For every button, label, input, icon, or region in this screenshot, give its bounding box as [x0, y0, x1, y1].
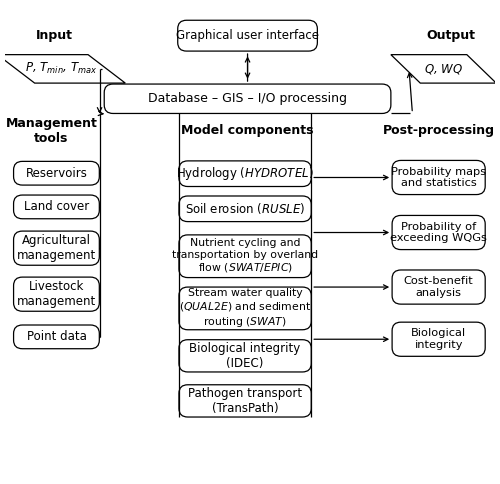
- FancyBboxPatch shape: [392, 215, 485, 250]
- Polygon shape: [391, 55, 496, 83]
- Text: Stream water quality
($QUAL2E$) and sediment
routing ($SWAT$): Stream water quality ($QUAL2E$) and sedi…: [179, 288, 311, 329]
- Text: Cost-benefit
analysis: Cost-benefit analysis: [404, 276, 473, 298]
- FancyBboxPatch shape: [14, 195, 100, 219]
- Text: Agricultural
management: Agricultural management: [17, 234, 96, 262]
- Text: Input: Input: [36, 29, 72, 42]
- FancyBboxPatch shape: [179, 196, 311, 222]
- FancyBboxPatch shape: [392, 270, 485, 304]
- FancyBboxPatch shape: [179, 385, 311, 417]
- FancyBboxPatch shape: [179, 340, 311, 372]
- Text: $Q$, $WQ$: $Q$, $WQ$: [424, 62, 463, 76]
- Text: Nutrient cycling and
transportation by overland
flow ($SWAT$/$EPIC$): Nutrient cycling and transportation by o…: [172, 238, 318, 274]
- Text: Land cover: Land cover: [24, 200, 89, 213]
- Text: Probability of
exceeding WQGs: Probability of exceeding WQGs: [390, 222, 487, 243]
- Text: Point data: Point data: [26, 331, 86, 343]
- Text: Probability maps
and statistics: Probability maps and statistics: [391, 166, 486, 188]
- Text: Output: Output: [426, 29, 476, 42]
- FancyBboxPatch shape: [179, 235, 311, 278]
- FancyBboxPatch shape: [14, 231, 100, 265]
- FancyBboxPatch shape: [179, 287, 311, 330]
- FancyBboxPatch shape: [392, 160, 485, 195]
- Polygon shape: [0, 55, 126, 83]
- Text: Reservoirs: Reservoirs: [26, 166, 88, 180]
- Text: Model components: Model components: [182, 124, 314, 137]
- Text: Livestock
management: Livestock management: [17, 280, 96, 308]
- FancyBboxPatch shape: [14, 277, 100, 311]
- Text: Database – GIS – I/O processing: Database – GIS – I/O processing: [148, 92, 347, 105]
- Text: Biological integrity
(IDEC): Biological integrity (IDEC): [190, 342, 300, 370]
- Text: $P$, $T_{min}$, $T_{max}$: $P$, $T_{min}$, $T_{max}$: [25, 61, 98, 76]
- Text: Biological
integrity: Biological integrity: [411, 329, 466, 350]
- FancyBboxPatch shape: [392, 322, 485, 356]
- FancyBboxPatch shape: [178, 20, 318, 51]
- FancyBboxPatch shape: [104, 84, 391, 113]
- FancyBboxPatch shape: [179, 161, 311, 186]
- Text: Graphical user interface: Graphical user interface: [176, 29, 319, 42]
- FancyBboxPatch shape: [14, 325, 100, 349]
- FancyBboxPatch shape: [14, 161, 100, 185]
- Text: Post-processing: Post-processing: [382, 124, 494, 137]
- Text: Soil erosion ($RUSLE$): Soil erosion ($RUSLE$): [185, 201, 306, 216]
- Text: Pathogen transport
(TransPath): Pathogen transport (TransPath): [188, 387, 302, 415]
- Text: Management
tools: Management tools: [6, 117, 98, 145]
- Text: Hydrology ($HYDROTEL$): Hydrology ($HYDROTEL$): [176, 165, 314, 182]
